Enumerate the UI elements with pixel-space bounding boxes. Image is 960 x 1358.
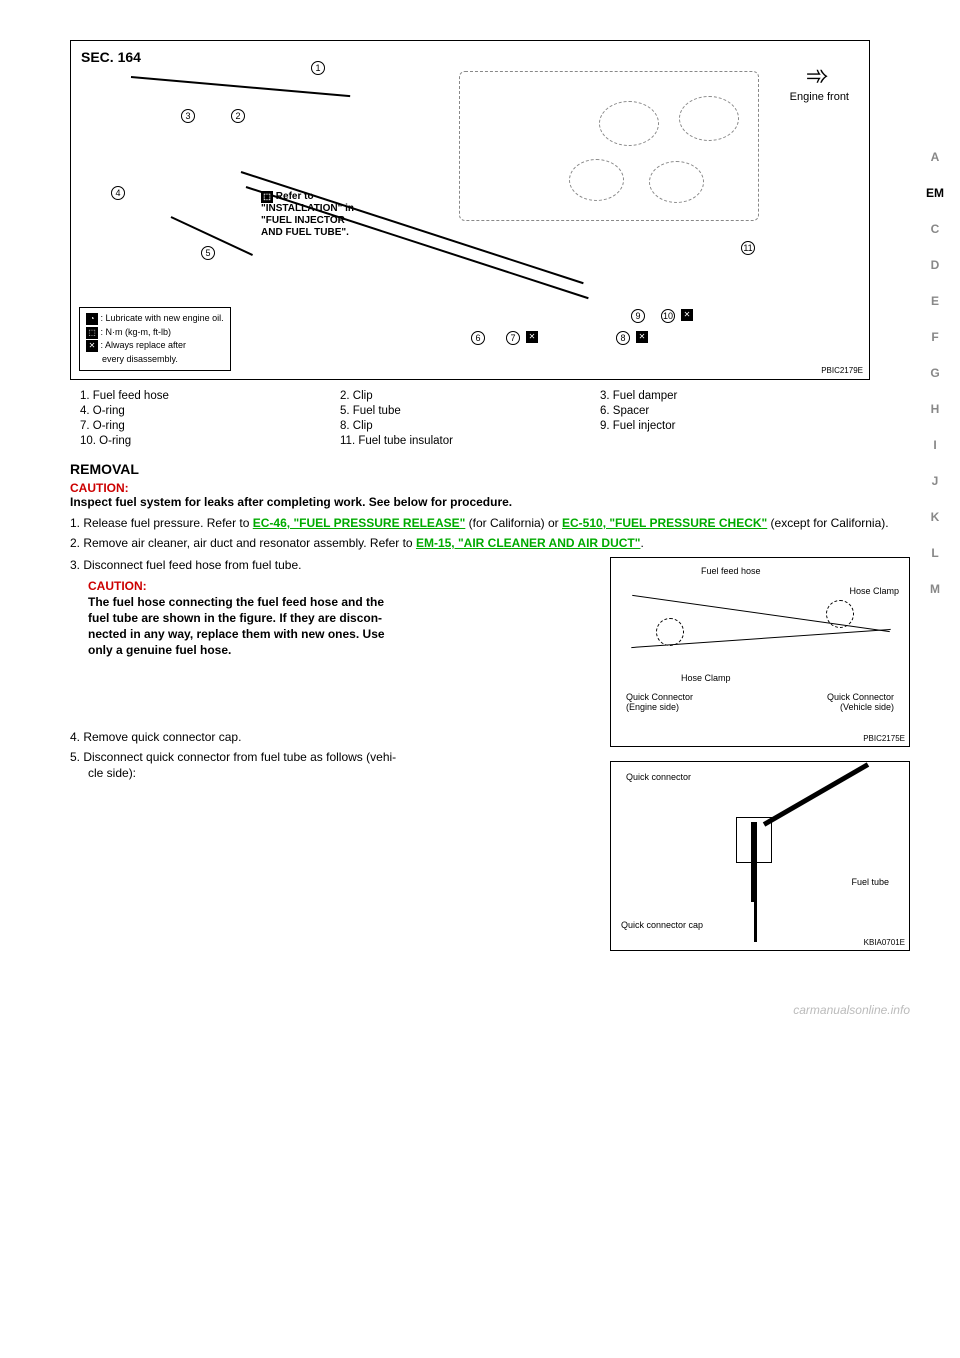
- idx-em[interactable]: EM: [920, 186, 950, 200]
- fig1-qc-engine-label: Quick Connector (Engine side): [626, 692, 693, 712]
- fig1-qc-vehicle-label: Quick Connector (Vehicle side): [827, 692, 894, 712]
- caution2-line: The fuel hose connecting the fuel feed h…: [88, 595, 384, 609]
- part-4: 4. O-ring: [80, 405, 340, 417]
- link-fuel-pressure-release[interactable]: EC-46, "FUEL PRESSURE RELEASE": [253, 516, 466, 530]
- callout-8: 8: [616, 331, 630, 345]
- watermark: carmanualsonline.info: [793, 1003, 910, 1017]
- idx-l[interactable]: L: [920, 546, 950, 560]
- replace-icon: ✕: [86, 340, 98, 352]
- removal-heading: REMOVAL: [70, 461, 910, 477]
- part-9: 9. Fuel injector: [600, 420, 860, 432]
- torque-icon: ⬚: [261, 191, 273, 203]
- callout-4: 4: [111, 186, 125, 200]
- link-fuel-pressure-check[interactable]: EC-510, "FUEL PRESSURE CHECK": [562, 516, 767, 530]
- caution2-line: nected in any way, replace them with new…: [88, 627, 385, 641]
- callout-10: 10: [661, 309, 675, 323]
- fig1-clamp-label: Hose Clamp: [849, 586, 899, 596]
- caution-text: Inspect fuel system for leaks after comp…: [70, 495, 910, 509]
- fig1-feed-label: Fuel feed hose: [701, 566, 761, 576]
- part-2: 2. Clip: [340, 390, 600, 402]
- idx-m[interactable]: M: [920, 582, 950, 596]
- installation-note: ⬚ Refer to "INSTALLATION" in "FUEL INJEC…: [261, 191, 354, 239]
- engine-front-label: Engine front: [790, 91, 849, 103]
- diagram-legend: ◔ : Lubricate with new engine oil. ⬚ : N…: [79, 307, 231, 371]
- parts-list: 1. Fuel feed hose 2. Clip 3. Fuel damper…: [80, 390, 910, 447]
- section-index-sidebar: A EM C D E F G H I J K L M: [920, 150, 950, 596]
- callout-2: 2: [231, 109, 245, 123]
- idx-g[interactable]: G: [920, 366, 950, 380]
- idx-f[interactable]: F: [920, 330, 950, 344]
- step-2: 2. Remove air cleaner, air duct and reso…: [70, 535, 910, 551]
- callout-6: 6: [471, 331, 485, 345]
- part-5: 5. Fuel tube: [340, 405, 600, 417]
- fig2-qc-label: Quick connector: [626, 772, 691, 782]
- part-3: 3. Fuel damper: [600, 390, 860, 402]
- fig1-code: PBIC2175E: [863, 734, 905, 743]
- section-label: SEC. 164: [81, 49, 141, 65]
- step-5: 5. Disconnect quick connector from fuel …: [70, 749, 598, 781]
- replace-icon: ✕: [681, 309, 693, 321]
- callout-9: 9: [631, 309, 645, 323]
- part-7: 7. O-ring: [80, 420, 340, 432]
- step-3: 3. Disconnect fuel feed hose from fuel t…: [70, 557, 598, 573]
- callout-7: 7: [506, 331, 520, 345]
- step-1: 1. Release fuel pressure. Refer to EC-46…: [70, 515, 910, 531]
- idx-k[interactable]: K: [920, 510, 950, 524]
- fig2-tube-label: Fuel tube: [851, 877, 889, 887]
- caution2-label: CAUTION:: [88, 579, 147, 593]
- oil-icon: ◔: [86, 313, 98, 325]
- torque-icon: ⬚: [86, 327, 98, 339]
- fig1-clamp2-label: Hose Clamp: [681, 673, 731, 683]
- idx-j[interactable]: J: [920, 474, 950, 488]
- idx-d[interactable]: D: [920, 258, 950, 272]
- caution2-line: only a genuine fuel hose.: [88, 643, 231, 657]
- replace-icon: ✕: [526, 331, 538, 343]
- part-6: 6. Spacer: [600, 405, 860, 417]
- caution2-line: fuel tube are shown in the figure. If th…: [88, 611, 382, 625]
- step-4: 4. Remove quick connector cap.: [70, 729, 598, 745]
- engine-front-arrow-icon: ➾: [806, 59, 829, 92]
- callout-3: 3: [181, 109, 195, 123]
- callout-5: 5: [201, 246, 215, 260]
- link-air-cleaner[interactable]: EM-15, "AIR CLEANER AND AIR DUCT": [416, 536, 641, 550]
- exploded-view-diagram: SEC. 164 ➾ Engine front 1 2 3 4 5 6 7 8 …: [70, 40, 870, 380]
- idx-a[interactable]: A: [920, 150, 950, 164]
- idx-c[interactable]: C: [920, 222, 950, 236]
- replace-icon: ✕: [636, 331, 648, 343]
- diagram-code: PBIC2179E: [821, 366, 863, 375]
- part-8: 8. Clip: [340, 420, 600, 432]
- figure-quick-connector: Quick connector Quick connector cap Fuel…: [610, 761, 910, 951]
- idx-e[interactable]: E: [920, 294, 950, 308]
- part-10: 10. O-ring: [80, 435, 340, 447]
- callout-11: 11: [741, 241, 755, 255]
- part-11: 11. Fuel tube insulator: [340, 435, 600, 447]
- fig2-code: KBIA0701E: [864, 938, 905, 947]
- idx-i[interactable]: I: [920, 438, 950, 452]
- caution-label: CAUTION:: [70, 481, 910, 495]
- fig2-cap-label: Quick connector cap: [621, 920, 703, 930]
- callout-1: 1: [311, 61, 325, 75]
- idx-h[interactable]: H: [920, 402, 950, 416]
- part-1: 1. Fuel feed hose: [80, 390, 340, 402]
- figure-fuel-hose: Fuel feed hose Hose Clamp Hose Clamp Qui…: [610, 557, 910, 747]
